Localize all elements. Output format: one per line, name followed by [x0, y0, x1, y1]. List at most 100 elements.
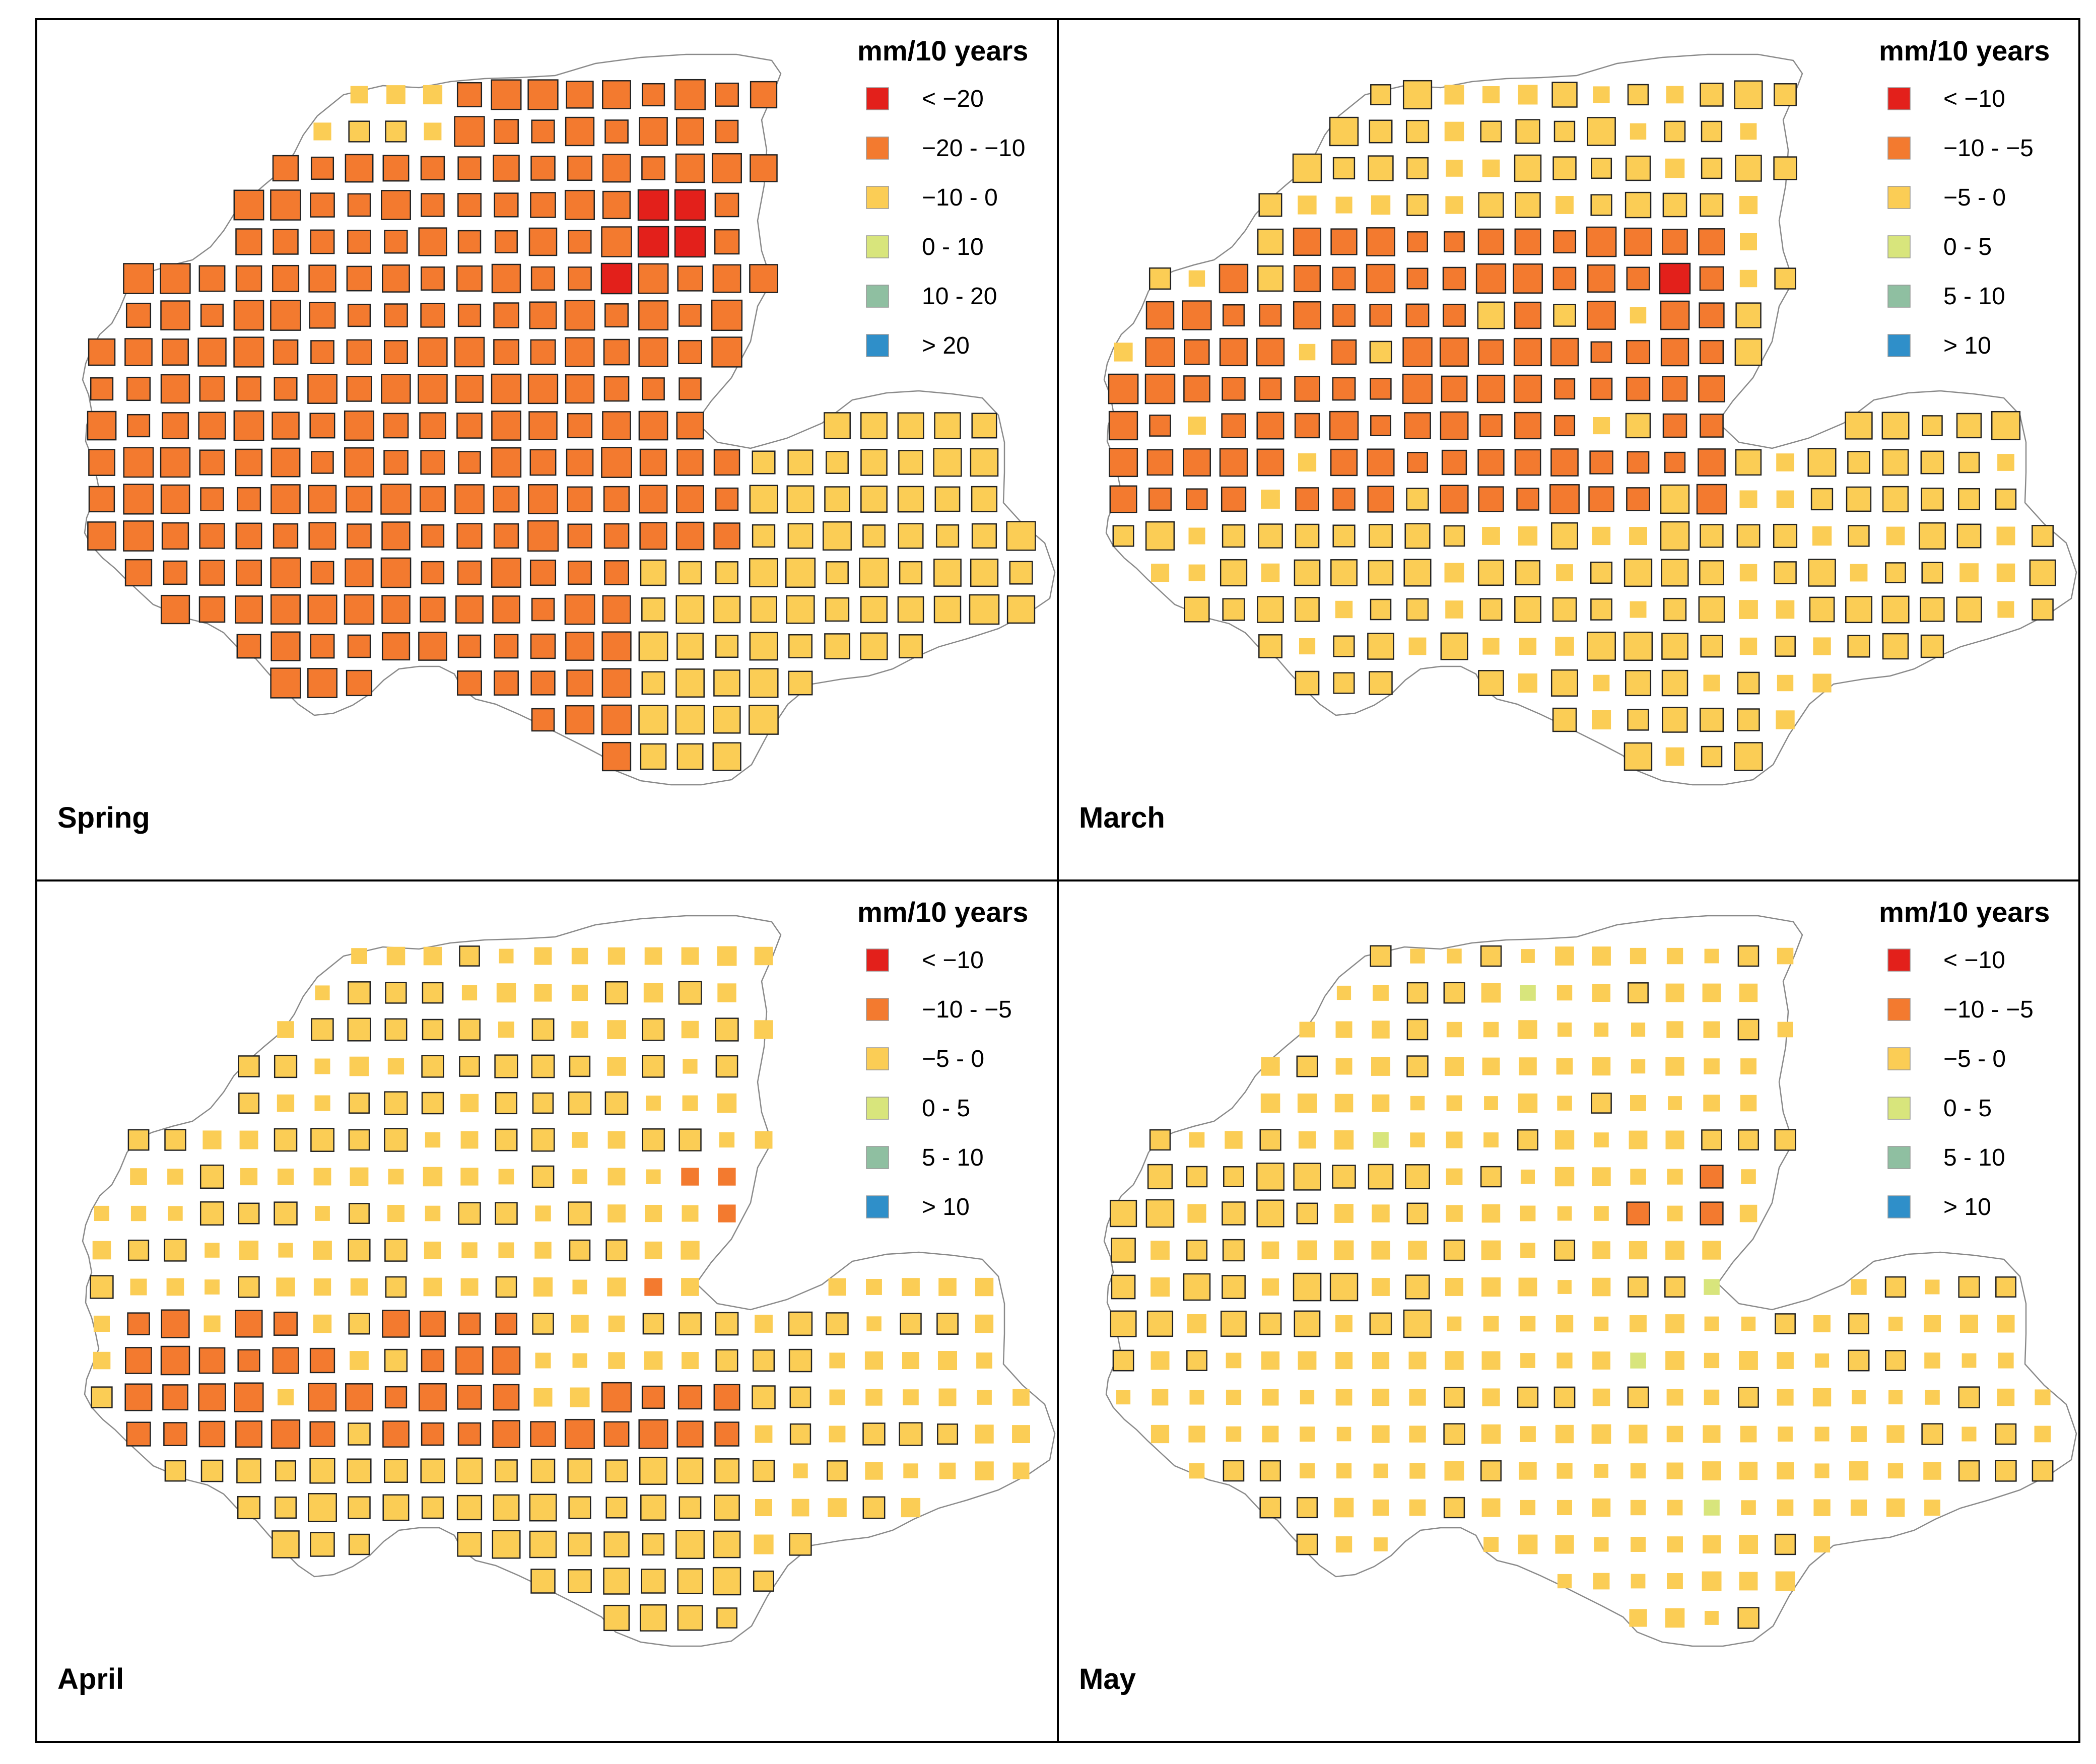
grid-cell	[237, 1349, 260, 1372]
grid-cell	[1881, 412, 1910, 440]
grid-cell	[604, 119, 629, 144]
grid-cell	[1370, 598, 1392, 621]
grid-cell	[1372, 1278, 1390, 1296]
legend-label: 0 - 5	[1943, 234, 1992, 260]
grid-cell	[198, 265, 226, 292]
grid-cell	[1189, 1463, 1205, 1479]
legend-swatch	[1887, 1146, 1911, 1169]
grid-cell	[1888, 1390, 1903, 1404]
grid-cell	[1406, 267, 1429, 290]
legend-swatch	[866, 948, 889, 972]
grid-cell	[1812, 1388, 1832, 1407]
grid-cell	[1553, 415, 1576, 437]
grid-cell	[1738, 1129, 1759, 1150]
grid-cell	[638, 411, 668, 441]
grid-cell	[457, 634, 482, 658]
grid-cell	[1737, 671, 1760, 695]
grid-cell	[1558, 1280, 1572, 1294]
grid-cell	[976, 1352, 992, 1369]
grid-cell	[1556, 1058, 1573, 1075]
legend-item: > 20	[866, 332, 970, 359]
grid-cell	[160, 263, 191, 294]
grid-cell	[425, 1205, 441, 1222]
grid-cell	[1405, 1274, 1430, 1300]
grid-cell	[1702, 983, 1721, 1002]
grid-cell	[638, 705, 668, 735]
grid-cell	[528, 411, 558, 440]
grid-cell	[1882, 486, 1909, 513]
grid-cell	[641, 156, 665, 180]
grid-cell	[1515, 119, 1540, 144]
grid-cell	[1332, 488, 1356, 511]
grid-cell	[786, 485, 815, 513]
grid-cell	[1666, 1462, 1683, 1479]
grid-cell	[1734, 742, 1763, 771]
grid-cell	[1593, 1573, 1610, 1590]
legend-item: −5 - 0	[866, 1046, 984, 1072]
grid-cell	[1329, 116, 1359, 147]
grid-cell	[1920, 634, 1944, 658]
grid-cell	[603, 523, 630, 549]
grid-cell	[421, 1055, 444, 1078]
panel-title: April	[57, 1663, 124, 1695]
grid-cell	[380, 484, 412, 515]
grid-cell	[1406, 1202, 1429, 1225]
legend-label: −5 - 0	[922, 1046, 984, 1072]
grid-cell	[313, 1278, 331, 1296]
grid-cell	[1629, 1424, 1648, 1444]
grid-cell	[272, 264, 300, 293]
grid-cell	[346, 339, 372, 365]
grid-cell	[1553, 120, 1576, 143]
grid-cell	[460, 1168, 479, 1186]
grid-cell	[1846, 486, 1872, 512]
grid-cell	[1777, 1389, 1794, 1406]
grid-cell	[1259, 1497, 1281, 1519]
grid-cell	[124, 338, 153, 366]
grid-cell	[1554, 1130, 1575, 1150]
legend-label: 5 - 10	[1943, 283, 2005, 310]
grid-cell	[1738, 1387, 1759, 1408]
legend-item: 5 - 10	[1887, 1144, 2005, 1171]
grid-cell	[307, 668, 337, 698]
grid-cell	[675, 1530, 705, 1559]
grid-cell	[1145, 1199, 1175, 1228]
grid-cell	[1444, 1461, 1464, 1481]
grid-cell	[384, 1128, 408, 1152]
grid-cell	[675, 668, 705, 698]
grid-cell	[640, 1495, 666, 1521]
grid-cell	[1478, 339, 1504, 365]
grid-cell	[271, 1419, 301, 1449]
grid-cell	[789, 1386, 812, 1408]
grid-cell	[1445, 1278, 1463, 1296]
grid-cell	[678, 1385, 703, 1410]
grid-cell	[1481, 1498, 1501, 1517]
grid-cell	[564, 189, 595, 220]
grid-cell	[1554, 1167, 1575, 1187]
grid-cell	[713, 595, 741, 624]
grid-cell	[130, 1205, 147, 1222]
legend-item: < −10	[1887, 947, 2005, 974]
grid-cell	[1996, 526, 2015, 546]
grid-cell	[862, 1496, 886, 1519]
grid-cell	[1774, 1129, 1796, 1151]
grid-cell	[1705, 1611, 1719, 1625]
grid-cell	[601, 447, 632, 478]
grid-cell	[900, 1313, 922, 1335]
grid-cell	[1995, 1276, 2016, 1298]
grid-cell	[681, 1168, 699, 1186]
grid-cell	[1589, 450, 1613, 474]
grid-cell	[750, 596, 777, 623]
grid-cell	[1152, 1389, 1169, 1406]
grid-cell	[1550, 337, 1579, 367]
grid-cell	[1116, 1390, 1131, 1405]
legend-item: −10 - −5	[866, 996, 1012, 1023]
grid-cell	[1592, 526, 1611, 546]
grid-cell	[1698, 596, 1725, 623]
grid-cell	[1630, 123, 1647, 140]
grid-cell	[1812, 673, 1832, 693]
grid-cell	[1995, 1423, 2017, 1445]
grid-cell	[198, 1347, 226, 1374]
grid-cell	[202, 1130, 222, 1149]
grid-cell	[2029, 559, 2056, 586]
grid-cell	[205, 1279, 220, 1295]
